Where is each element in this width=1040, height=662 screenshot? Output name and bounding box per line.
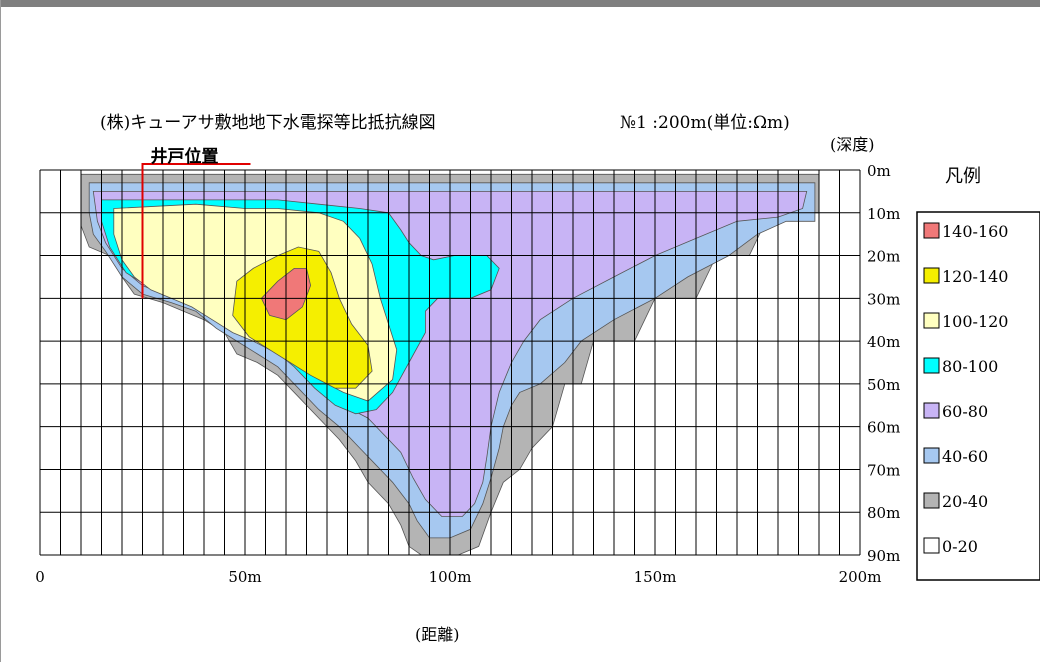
y-tick-label: 80m	[867, 504, 900, 522]
grid	[39, 169, 861, 556]
legend-swatch	[923, 222, 940, 239]
y-tick-label: 60m	[867, 419, 900, 437]
y-tick-label: 90m	[867, 547, 900, 565]
legend-label: 140-160	[942, 222, 1008, 241]
legend-swatch	[923, 402, 940, 419]
y-tick-label: 20m	[867, 248, 900, 266]
legend-swatch	[923, 447, 940, 464]
axis-ticks: 0 50m 100m 150m 200m 0m 10m 20m 30m 40m 50m 60m 70m 8…	[35, 162, 900, 586]
y-tick-label: 10m	[867, 205, 900, 223]
legend-swatch	[923, 492, 940, 509]
legend-label: 20-40	[942, 492, 988, 511]
legend-swatch	[923, 357, 940, 374]
window-frame-left	[0, 0, 1, 662]
contour-region-120-140	[232, 246, 373, 389]
chart-title: (株)キューアサ敷地地下水電探等比抵抗線図	[100, 113, 436, 133]
y-tick-label: 40m	[867, 333, 900, 351]
well-marker: 井戸位置	[141, 146, 251, 299]
legend-label: 40-60	[942, 447, 988, 466]
legend-label: 0-20	[942, 537, 978, 556]
x-axis-label: (距離)	[415, 625, 460, 644]
legend-label: 60-80	[942, 402, 988, 421]
legend-label: 80-100	[942, 357, 998, 376]
legend-swatch	[923, 267, 940, 284]
well-position-line	[141, 163, 251, 299]
x-tick-label: 200m	[839, 568, 882, 586]
legend-title: 凡例	[945, 166, 981, 187]
window-frame-top	[0, 0, 1040, 7]
chart-subtitle: №1 :200m(単位:Ωm)	[620, 113, 790, 133]
y-tick-label: 0m	[867, 162, 891, 180]
y-tick-label: 50m	[867, 376, 900, 394]
x-tick-label: 150m	[634, 568, 677, 586]
legend-swatch	[923, 312, 940, 329]
legend: 140-160 120-140 100-120 80-100 60-80 40-60 20-…	[916, 211, 1040, 581]
legend-swatch	[923, 537, 940, 554]
x-tick-label: 0	[35, 568, 45, 586]
x-tick-label: 50m	[228, 568, 261, 586]
legend-label: 120-140	[942, 267, 1008, 286]
well-position-label: 井戸位置	[151, 146, 219, 167]
y-tick-label: 70m	[867, 461, 900, 479]
x-tick-label: 100m	[429, 568, 472, 586]
legend-label: 100-120	[942, 312, 1008, 331]
y-tick-label: 30m	[867, 290, 900, 308]
y-axis-label: (深度)	[830, 135, 875, 154]
